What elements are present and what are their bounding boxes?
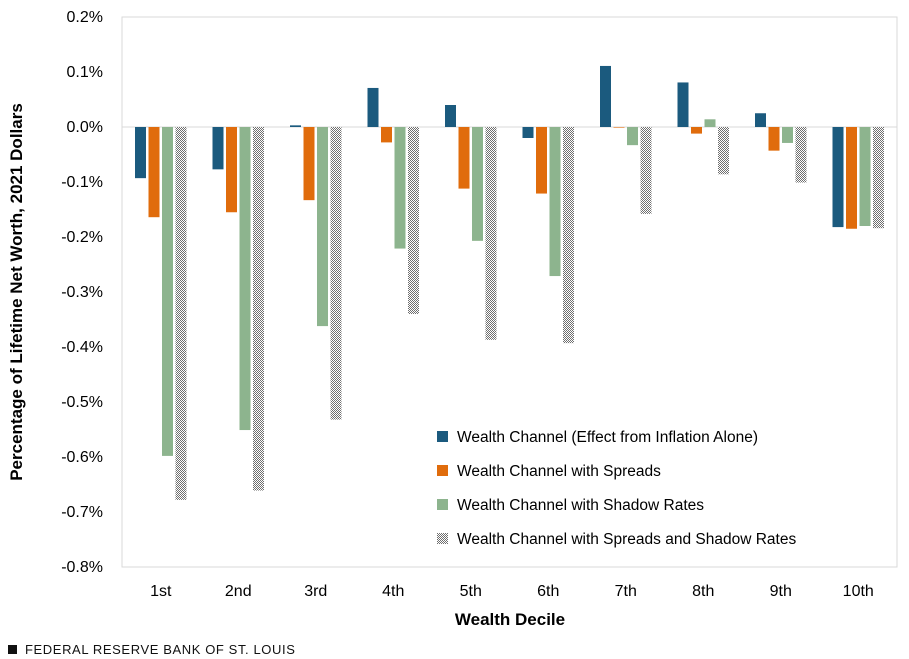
bar bbox=[458, 127, 470, 189]
bar bbox=[472, 127, 483, 241]
x-tick-label: 6th bbox=[537, 583, 559, 600]
x-tick-label: 3rd bbox=[304, 583, 327, 600]
x-axis: 1st 2nd 3rd 4th 5th 6th 7th 8th 9th 10th bbox=[150, 583, 874, 600]
y-tick-label: -0.3% bbox=[61, 284, 103, 301]
legend-swatch bbox=[437, 431, 448, 442]
bar bbox=[303, 127, 315, 201]
bar bbox=[381, 127, 392, 143]
bar bbox=[175, 127, 187, 500]
y-axis-title: Percentage of Lifetime Net Worth, 2021 D… bbox=[7, 103, 26, 481]
plot-area bbox=[121, 16, 898, 568]
bar bbox=[408, 127, 419, 314]
bar bbox=[768, 127, 780, 151]
bar bbox=[600, 65, 611, 127]
bar bbox=[239, 127, 251, 431]
legend-label: Wealth Channel with Spreads bbox=[457, 463, 661, 480]
x-tick-label: 5th bbox=[460, 583, 482, 600]
bar bbox=[135, 127, 146, 179]
x-tick-label: 2nd bbox=[225, 583, 252, 600]
x-tick-label: 4th bbox=[382, 583, 404, 600]
x-tick-label: 10th bbox=[843, 583, 874, 600]
x-tick-label: 1st bbox=[150, 583, 172, 600]
y-tick-label: 0.1% bbox=[67, 64, 103, 81]
legend-label: Wealth Channel with Spreads and Shadow R… bbox=[457, 531, 796, 548]
bar bbox=[253, 127, 264, 491]
x-tick-label: 8th bbox=[692, 583, 714, 600]
bar bbox=[367, 87, 379, 127]
bar bbox=[563, 127, 574, 344]
bar bbox=[445, 105, 456, 127]
bars bbox=[135, 65, 884, 500]
y-tick-label: -0.5% bbox=[61, 394, 103, 411]
bar bbox=[212, 127, 224, 170]
bar bbox=[485, 127, 497, 340]
bar bbox=[691, 127, 702, 134]
y-axis: 0.2% 0.1% 0.0% -0.1% -0.2% -0.3% -0.4% -0.5% -0.… bbox=[61, 9, 103, 576]
x-tick-label: 7th bbox=[615, 583, 637, 600]
bar bbox=[782, 127, 793, 143]
bar bbox=[330, 127, 342, 420]
bar bbox=[627, 127, 638, 146]
x-axis-title: Wealth Decile bbox=[455, 610, 565, 629]
chart: 0.2% 0.1% 0.0% -0.1% -0.2% -0.3% -0.4% -0.5% -0.… bbox=[7, 9, 898, 629]
bar bbox=[290, 125, 301, 127]
y-tick-label: -0.8% bbox=[61, 559, 103, 576]
y-tick-label: 0.0% bbox=[67, 119, 103, 136]
bar bbox=[613, 127, 625, 128]
legend-label: Wealth Channel (Effect from Inflation Al… bbox=[457, 429, 758, 446]
footer: FEDERAL RESERVE BANK OF ST. LOUIS bbox=[8, 642, 295, 657]
legend-swatch bbox=[437, 533, 448, 544]
bar bbox=[795, 127, 807, 183]
bar bbox=[755, 113, 766, 127]
bar bbox=[859, 127, 871, 226]
bar bbox=[317, 127, 328, 327]
bar bbox=[704, 119, 716, 127]
bar bbox=[873, 127, 884, 229]
bar bbox=[162, 127, 173, 456]
bar bbox=[549, 127, 561, 277]
y-tick-label: -0.7% bbox=[61, 504, 103, 521]
legend-swatch bbox=[437, 499, 448, 510]
bar bbox=[522, 127, 534, 138]
footer-source: FEDERAL RESERVE BANK OF ST. LOUIS bbox=[25, 642, 296, 657]
legend-label: Wealth Channel with Shadow Rates bbox=[457, 497, 704, 514]
bar bbox=[536, 127, 547, 194]
bar bbox=[832, 127, 844, 228]
y-tick-label: 0.2% bbox=[67, 9, 103, 26]
bar bbox=[718, 127, 729, 175]
bar bbox=[640, 127, 652, 214]
bar bbox=[394, 127, 406, 249]
y-tick-label: -0.6% bbox=[61, 449, 103, 466]
bar bbox=[677, 82, 689, 127]
x-tick-label: 9th bbox=[770, 583, 792, 600]
y-tick-label: -0.2% bbox=[61, 229, 103, 246]
legend: Wealth Channel (Effect from Inflation Al… bbox=[437, 429, 796, 548]
legend-swatch bbox=[437, 465, 448, 476]
footer-square-icon bbox=[8, 645, 17, 654]
bar bbox=[846, 127, 857, 229]
bar bbox=[226, 127, 237, 213]
y-tick-label: -0.4% bbox=[61, 339, 103, 356]
y-tick-label: -0.1% bbox=[61, 174, 103, 191]
bar bbox=[148, 127, 160, 218]
